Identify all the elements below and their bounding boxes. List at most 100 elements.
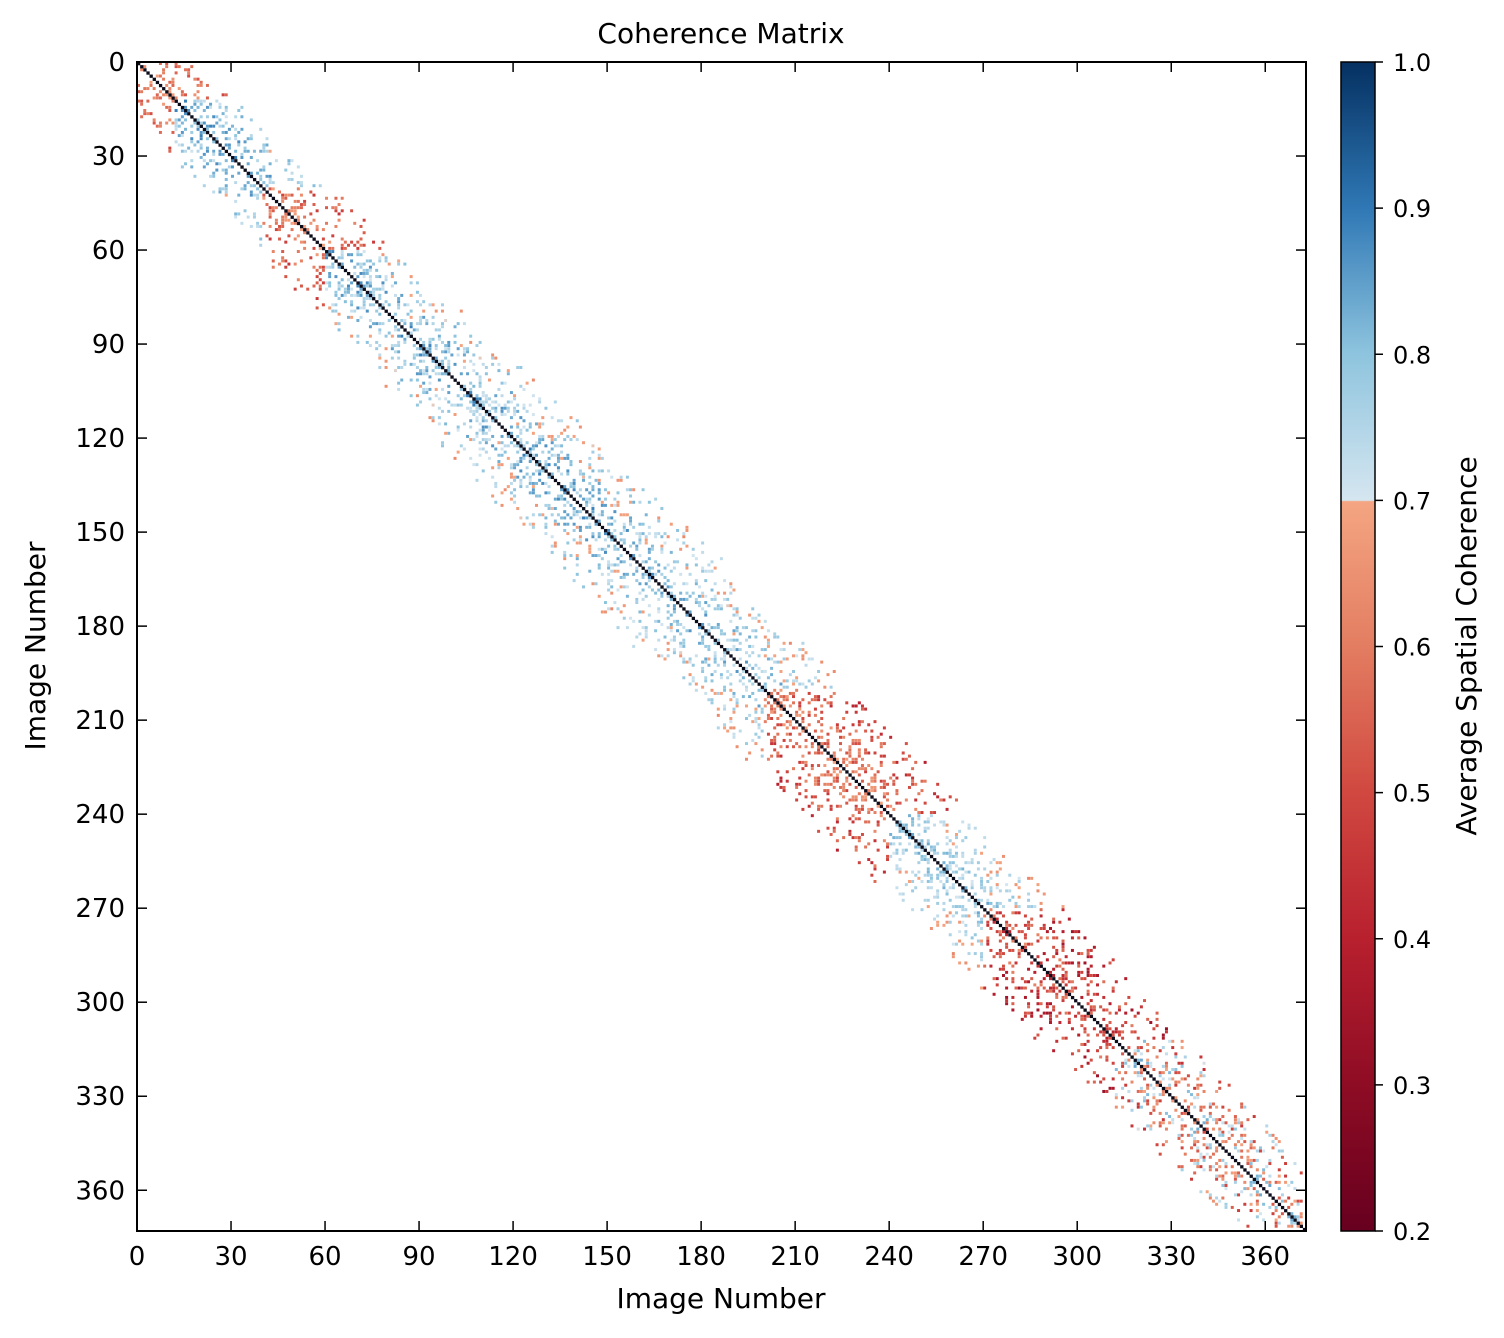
diagonal-cell xyxy=(738,663,743,668)
heatmap-cell xyxy=(325,253,329,257)
heatmap-cell xyxy=(509,463,513,467)
heatmap-cell xyxy=(644,572,648,576)
diagonal-cell xyxy=(729,654,733,658)
diagonal-cell xyxy=(697,622,702,627)
heatmap-cell xyxy=(1039,1002,1043,1006)
heatmap-cell xyxy=(419,400,423,404)
heatmap-cell xyxy=(964,836,968,840)
heatmap-cell xyxy=(334,209,338,213)
heatmap-cell xyxy=(619,538,623,542)
heatmap-cell xyxy=(281,256,285,260)
heatmap-cell xyxy=(196,99,200,103)
heatmap-cell xyxy=(591,469,595,473)
heatmap-cell xyxy=(343,240,347,244)
heatmap-cell xyxy=(212,174,216,178)
heatmap-cell xyxy=(873,789,877,793)
heatmap-cell xyxy=(914,760,918,764)
heatmap-cell xyxy=(1284,1180,1288,1184)
heatmap-cell xyxy=(168,80,172,84)
heatmap-cell xyxy=(1240,1174,1244,1178)
heatmap-cell xyxy=(857,817,861,821)
diagonal-cell xyxy=(1240,1165,1244,1169)
heatmap-cell xyxy=(1030,1014,1034,1018)
heatmap-cell xyxy=(745,704,748,708)
heatmap-cell xyxy=(422,315,426,319)
heatmap-cell xyxy=(278,262,282,266)
heatmap-cell xyxy=(422,381,426,385)
heatmap-cell xyxy=(393,344,397,348)
heatmap-cell xyxy=(707,657,711,661)
heatmap-cell xyxy=(958,829,962,833)
diagonal-cell xyxy=(951,876,956,881)
heatmap-cell xyxy=(1255,1177,1259,1181)
heatmap-cell xyxy=(798,760,802,764)
heatmap-cell xyxy=(973,933,977,937)
diagonal-cell xyxy=(1139,1064,1144,1069)
y-tick-label: 90 xyxy=(92,330,125,360)
heatmap-cell xyxy=(654,648,658,652)
heatmap-cell xyxy=(644,535,648,539)
heatmap-cell xyxy=(1155,1024,1159,1028)
diagonal-cell xyxy=(400,325,404,329)
heatmap-cell xyxy=(616,478,620,482)
heatmap-cell xyxy=(544,444,548,448)
heatmap-cell xyxy=(390,271,394,275)
heatmap-cell xyxy=(820,660,824,664)
heatmap-cell xyxy=(613,497,617,501)
heatmap-cell xyxy=(1193,1130,1197,1134)
heatmap-cell xyxy=(569,554,573,558)
diagonal-cell xyxy=(519,444,523,448)
heatmap-cell xyxy=(597,481,601,485)
diagonal-cell xyxy=(813,738,818,743)
heatmap-cell xyxy=(688,572,692,576)
diagonal-cell xyxy=(851,776,855,780)
heatmap-cell xyxy=(1114,1068,1118,1072)
heatmap-cell xyxy=(898,820,902,824)
heatmap-cell xyxy=(488,425,491,429)
heatmap-cell xyxy=(1086,992,1090,996)
heatmap-cell xyxy=(754,710,758,714)
heatmap-cell xyxy=(287,209,291,213)
diagonal-cell xyxy=(929,854,934,859)
heatmap-cell xyxy=(334,290,338,294)
heatmap-cell xyxy=(469,438,473,442)
diagonal-cell xyxy=(657,582,661,586)
heatmap-cell xyxy=(415,366,419,369)
heatmap-cell xyxy=(284,196,288,200)
heatmap-cell xyxy=(484,413,488,416)
heatmap-cell xyxy=(939,873,943,877)
heatmap-cell xyxy=(1096,974,1099,977)
heatmap-cell xyxy=(168,87,172,91)
heatmap-cell xyxy=(1033,983,1037,987)
diagonal-cell xyxy=(1277,1202,1282,1207)
heatmap-cell xyxy=(513,394,517,398)
diagonal-cell xyxy=(1052,977,1056,981)
heatmap-cell xyxy=(961,920,965,924)
heatmap-cell xyxy=(1108,1002,1112,1006)
heatmap-cell xyxy=(1055,992,1059,996)
heatmap-cell xyxy=(475,463,479,467)
heatmap-cell xyxy=(917,823,921,827)
heatmap-cell xyxy=(610,585,614,589)
diagonal-cell xyxy=(669,594,674,599)
heatmap-cell xyxy=(745,688,748,692)
heatmap-cell xyxy=(641,588,645,592)
heatmap-cell xyxy=(1296,1218,1300,1222)
heatmap-cell xyxy=(531,488,535,492)
heatmap-cell xyxy=(287,177,291,181)
heatmap-cell xyxy=(231,174,234,178)
heatmap-cell xyxy=(268,162,272,166)
heatmap-cell xyxy=(713,691,717,695)
heatmap-cell xyxy=(713,651,717,655)
colorbar-tick-label: 0.8 xyxy=(1393,341,1431,369)
heatmap-cell xyxy=(770,754,774,758)
heatmap-cell xyxy=(1202,1136,1206,1140)
heatmap-cell xyxy=(215,115,219,119)
heatmap-cell xyxy=(174,121,178,125)
heatmap-cell xyxy=(171,130,175,134)
heatmap-cell xyxy=(945,851,949,855)
heatmap-cell xyxy=(889,832,893,836)
heatmap-cell xyxy=(437,378,441,382)
heatmap-cell xyxy=(1287,1205,1291,1209)
heatmap-cell xyxy=(384,334,388,338)
